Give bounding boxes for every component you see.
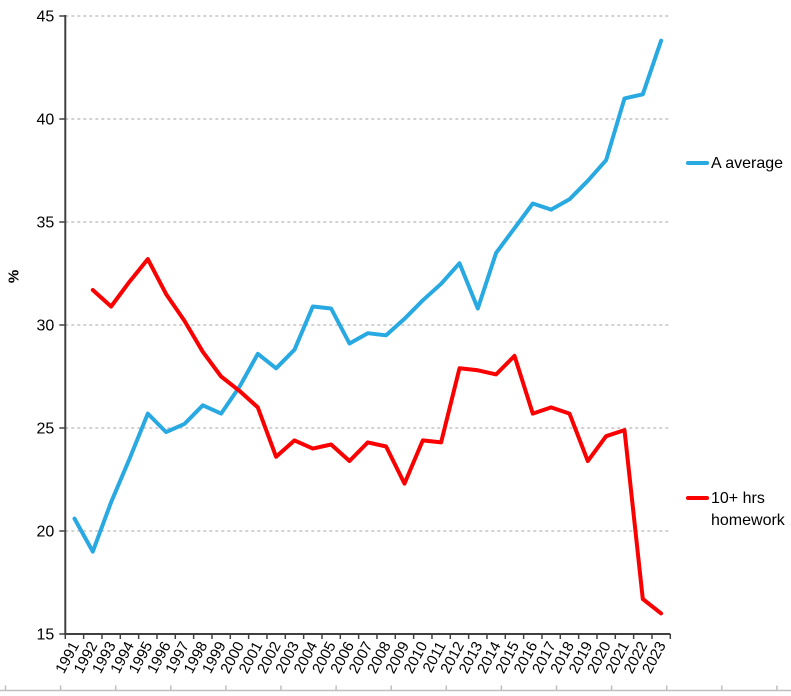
series-line-10-hrs-homework — [90, 257, 664, 616]
y-tick-label: 35 — [37, 215, 55, 232]
homework-line-swatch — [686, 496, 709, 500]
series-line-a-average — [72, 38, 664, 554]
legend-a-average-label: A average — [711, 155, 784, 172]
legend-homework: 10+ hrs homework — [711, 488, 785, 532]
y-tick-label: 40 — [37, 112, 55, 129]
a-average-line-swatch — [686, 161, 709, 165]
y-tick-label: 30 — [37, 318, 55, 335]
y-tick-label: 15 — [37, 627, 55, 644]
y-axis-title: % — [5, 269, 23, 284]
legend-homework-label-line1: 10+ hrs — [711, 490, 765, 507]
y-tick-label: 20 — [37, 524, 55, 541]
y-tick-label: 45 — [37, 9, 55, 26]
y-tick-label: 25 — [37, 421, 55, 438]
legend-homework-label-line2: homework — [711, 512, 785, 529]
legend-a-average: A average — [711, 153, 783, 175]
